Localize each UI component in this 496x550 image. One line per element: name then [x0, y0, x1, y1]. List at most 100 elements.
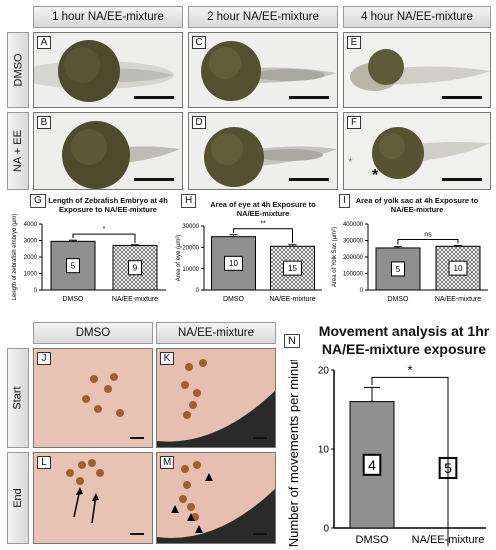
panel-m-image: M: [156, 452, 276, 544]
y-tick-label: 10: [318, 445, 330, 456]
arrowhead-icon: [171, 505, 179, 513]
embryo-illustration: [201, 41, 337, 101]
x-category-label: DMSO: [63, 296, 85, 303]
panel-j-image: J: [33, 348, 153, 448]
panel-label-k: K: [160, 352, 174, 365]
panel-e-image: E: [343, 32, 491, 108]
chart-label-i: I: [339, 194, 350, 208]
scale-bar: [134, 96, 174, 99]
arrow-icon: [92, 493, 99, 501]
scale-bar: [442, 178, 482, 181]
embryo-illustration: [34, 40, 174, 102]
chart-label-g: G: [30, 194, 46, 208]
panel-label-c: C: [192, 36, 206, 49]
panel-d-image: D: [188, 112, 338, 190]
col-header-dmso: DMSO: [33, 322, 153, 344]
y-tick-label: 0: [323, 524, 329, 535]
row-header-na-ee: NA + EE: [7, 112, 29, 190]
panel-a-image: A: [33, 32, 183, 108]
significance-bracket: [397, 238, 459, 245]
arrowhead-icon: [205, 473, 213, 481]
significance-label: ns: [424, 231, 432, 238]
significance-bracket: [371, 376, 449, 546]
chart-title-g: Length of Zebrafish Embryo at 4h Exposur…: [48, 196, 168, 214]
n-count-label: 5: [396, 265, 401, 274]
scale-bar: [253, 533, 267, 535]
x-category-label: NA/EE-mixture: [269, 296, 315, 303]
n-count-box: [66, 258, 80, 274]
well-illustration: [157, 359, 275, 447]
y-tick-label: 0: [360, 288, 364, 294]
embryo-illustration: [62, 121, 180, 189]
panel-label-e: E: [347, 36, 361, 49]
y-tick-label: 1000: [24, 272, 38, 278]
panel-label-a: A: [37, 36, 51, 49]
significance-label: *: [407, 362, 412, 377]
col-header-na-ee-mixture: NA/EE-mixture: [156, 322, 276, 344]
n-count-label: 15: [288, 264, 297, 273]
chart-n: 0 10 20 Number of movements per minute 4 DMSO…: [286, 360, 486, 547]
y-tick-label: 300000: [343, 239, 364, 245]
panel-label-b: B: [37, 116, 51, 129]
scale-bar: [442, 96, 482, 99]
embryo-illustration: [350, 49, 490, 91]
col-header-2h: 2 hour NA/EE-mixture: [188, 6, 338, 28]
y-axis-label: Length of zebrafish embryo (µm): [12, 214, 18, 301]
y-tick-label: 200000: [343, 255, 364, 261]
chart-title-h: Area of eye at 4h Exposure to NA/EE-mixt…: [210, 200, 316, 218]
y-tick-label: 10000: [182, 267, 199, 273]
y-axis-label: Area of Yolk Sac (µm²): [332, 227, 338, 287]
panel-label-l: L: [37, 456, 51, 469]
panel-label-m: M: [160, 456, 175, 469]
panel-f-image: F * *: [343, 112, 491, 190]
scale-bar: [130, 533, 144, 535]
y-tick-label: 400000: [343, 222, 364, 228]
black-asterisk-marker: *: [372, 167, 379, 184]
scale-bar: [289, 96, 329, 99]
embryo-illustration: [204, 127, 337, 187]
panel-label-f: F: [347, 116, 361, 129]
panel-b-image: B: [33, 112, 183, 190]
n-count-label: 10: [454, 264, 463, 273]
n-count-label: 5: [71, 262, 76, 271]
panel-k-image: K: [156, 348, 276, 448]
n-count-label: 4: [368, 457, 376, 473]
significance-label: *: [103, 226, 106, 233]
significance-bracket: [233, 228, 293, 243]
chart-title-i: Area of yolk sac at 4h Exposure to NA/EE…: [355, 196, 479, 214]
scale-bar: [134, 178, 174, 181]
row-header-dmso: DMSO: [7, 32, 29, 108]
chart-label-h: H: [181, 194, 197, 208]
n-count-label: 10: [229, 259, 238, 268]
scale-bar: [289, 178, 329, 181]
arrow-icon: [76, 487, 83, 495]
chart-g: 0 1000 2000 3000 4000 Length of zebrafish emb…: [12, 214, 166, 303]
row-header-end: End: [7, 452, 29, 544]
scale-bar: [253, 437, 267, 439]
chart-title-n: Movement analysis at 1hr NA/EE-mixture e…: [318, 323, 490, 357]
well-illustration: [157, 461, 275, 543]
col-header-1h: 1 hour NA/EE-mixture: [33, 6, 183, 28]
panel-label-j: J: [37, 352, 51, 365]
y-tick-label: 0: [34, 288, 38, 294]
x-category-label: NA/EE-mixture: [112, 296, 158, 303]
well-illustration: [82, 373, 124, 417]
y-tick-label: 0: [196, 288, 200, 294]
y-tick-label: 20: [318, 366, 330, 377]
embryo-illustration: [372, 127, 490, 179]
panel-c-image: C: [188, 32, 338, 108]
x-category-label: DMSO: [388, 296, 410, 303]
chart-label-n: N: [284, 334, 300, 348]
x-category-label: NA/EE-mixture: [435, 296, 481, 303]
chart-i: 0 100000 200000 300000 400000 Area of Yolk Sa…: [332, 222, 488, 303]
y-tick-label: 100000: [343, 272, 364, 278]
y-tick-label: 4000: [24, 222, 38, 228]
n-count-box: [283, 260, 302, 276]
panel-l-image: L: [33, 452, 153, 544]
significance-label: **: [260, 221, 266, 228]
n-count-box: [362, 453, 382, 476]
n-count-box: [391, 261, 405, 277]
y-axis-label: Number of movements per minute: [286, 360, 301, 547]
n-count-label: 9: [133, 264, 138, 273]
